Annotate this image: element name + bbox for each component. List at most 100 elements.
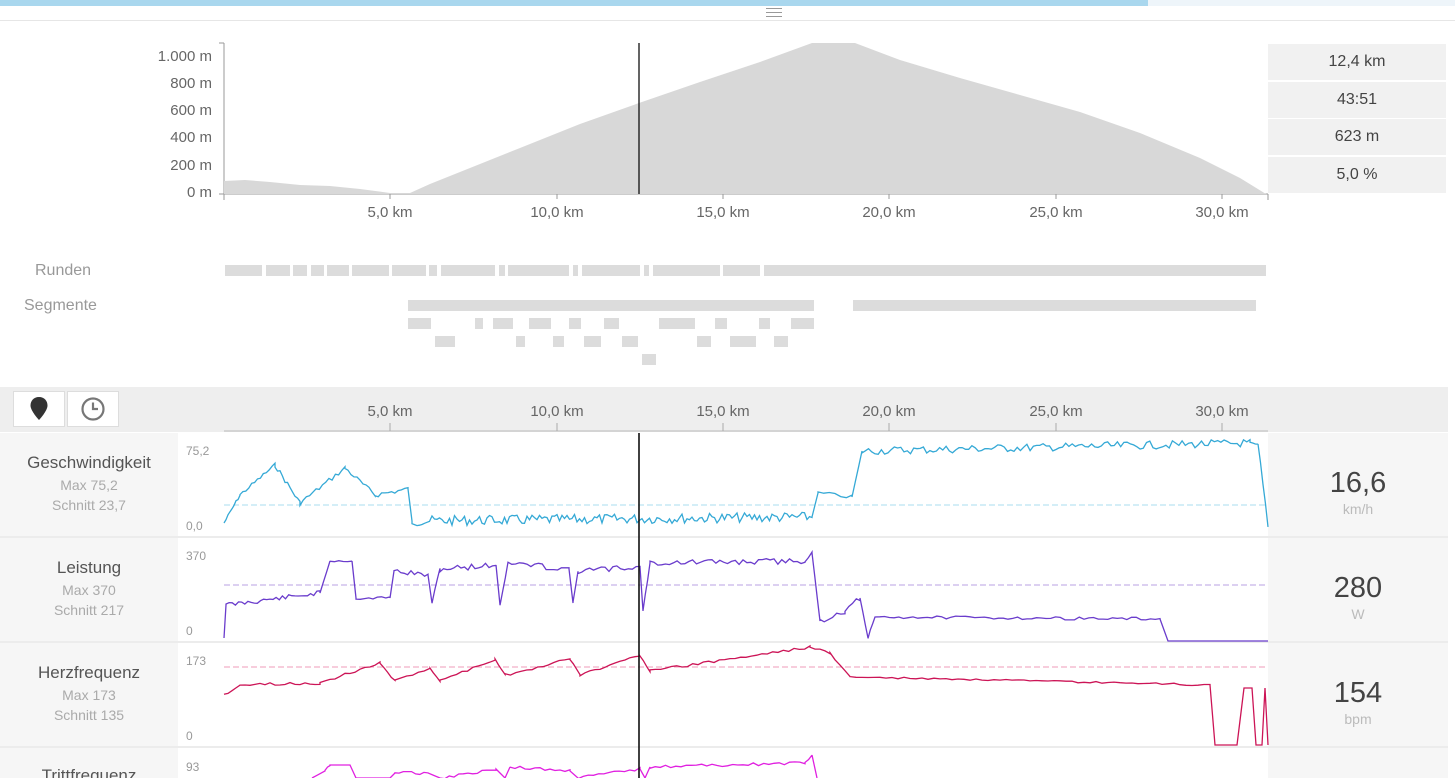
metric-unit: km/h bbox=[1342, 501, 1374, 517]
elevation-x-tick: 30,0 km bbox=[1195, 204, 1249, 221]
segments-bars[interactable] bbox=[408, 300, 1256, 365]
lap-bar bbox=[293, 265, 307, 276]
laps-bars[interactable] bbox=[225, 265, 1266, 276]
top-progress-fill bbox=[0, 0, 1148, 6]
elevation-chart[interactable] bbox=[0, 0, 1455, 380]
metric-max: Max 370 bbox=[62, 582, 116, 598]
metric-cadence-label-panel[interactable]: Trittfrequenz bbox=[0, 748, 178, 778]
segment-bar bbox=[697, 336, 711, 347]
metric-current-value: 16,6 bbox=[1329, 467, 1387, 499]
distance-mode-button[interactable] bbox=[13, 391, 65, 427]
stat-elevation: 623 m bbox=[1268, 119, 1446, 155]
metric-speed-label-panel[interactable]: Geschwindigkeit Max 75,2 Schnitt 23,7 bbox=[0, 433, 178, 536]
lap-bar bbox=[225, 265, 262, 276]
metric-name: Geschwindigkeit bbox=[27, 453, 151, 472]
clock-icon bbox=[81, 397, 105, 421]
lap-bar bbox=[429, 265, 437, 276]
segment-bar bbox=[774, 336, 788, 347]
lap-bar bbox=[392, 265, 426, 276]
row-separator bbox=[0, 641, 1448, 643]
metric-avg: Schnitt 217 bbox=[53, 602, 125, 618]
segments-label: Segmente bbox=[24, 297, 97, 314]
lap-bar bbox=[327, 265, 349, 276]
segment-bar bbox=[408, 318, 431, 329]
metric-axis-min: 0 bbox=[186, 729, 193, 743]
elevation-y-tick: 1.000 m bbox=[157, 48, 212, 65]
chart-toolbar bbox=[0, 387, 1448, 432]
metric-current-value: 280 bbox=[1333, 572, 1383, 604]
metric-axis-max: 173 bbox=[186, 654, 207, 668]
segment-bar bbox=[642, 354, 656, 365]
segment-bar bbox=[553, 336, 564, 347]
metric-unit: bpm bbox=[1344, 711, 1372, 727]
metric-heartrate-label-panel[interactable]: Herzfrequenz Max 173 Schnitt 135 bbox=[0, 643, 178, 746]
laps-segments-track[interactable] bbox=[0, 255, 1455, 370]
elevation-x-tick: 25,0 km bbox=[1029, 204, 1083, 221]
metric-speed-value-panel: 16,6 km/h bbox=[1268, 433, 1448, 536]
elevation-y-tick: 800 m bbox=[170, 75, 212, 92]
metric-name: Leistung bbox=[56, 558, 122, 577]
row-separator bbox=[0, 536, 1448, 538]
elevation-y-tick: 200 m bbox=[170, 157, 212, 174]
segment-bar bbox=[604, 318, 619, 329]
metric-avg: Schnitt 135 bbox=[53, 707, 125, 723]
metric-max: Max 75,2 bbox=[60, 477, 118, 493]
segment-bar bbox=[622, 336, 638, 347]
metric-power-label-panel[interactable]: Leistung Max 370 Schnitt 217 bbox=[0, 538, 178, 641]
metric-unit: W bbox=[1351, 606, 1365, 622]
segment-bar bbox=[529, 318, 551, 329]
row-separator bbox=[0, 746, 1448, 748]
segment-bar bbox=[408, 300, 814, 311]
stat-time: 43:51 bbox=[1268, 81, 1446, 118]
lap-bar bbox=[352, 265, 389, 276]
speed-line bbox=[223, 438, 1269, 528]
top-divider bbox=[0, 20, 1455, 21]
segment-bar bbox=[584, 336, 601, 347]
segment-bar bbox=[516, 336, 525, 347]
axis-x-tick: 20,0 km bbox=[862, 403, 916, 420]
elevation-area bbox=[224, 43, 1266, 194]
cursor-stats-box: 12,4 km 43:51 623 m 5,0 % bbox=[1268, 44, 1446, 194]
segment-bar bbox=[715, 318, 727, 329]
metric-axis-max: 370 bbox=[186, 549, 207, 563]
power-line bbox=[223, 549, 1268, 642]
elevation-y-tick: 600 m bbox=[170, 102, 212, 119]
metric-axis-min: 0,0 bbox=[186, 519, 203, 533]
elevation-x-tick: 15,0 km bbox=[696, 204, 750, 221]
lap-bar bbox=[499, 265, 505, 276]
elevation-x-tick: 5,0 km bbox=[367, 204, 413, 221]
elevation-x-tick: 10,0 km bbox=[530, 204, 584, 221]
lap-bar bbox=[441, 265, 495, 276]
top-progress-bar bbox=[0, 0, 1455, 6]
metric-charts[interactable] bbox=[0, 433, 1455, 778]
metric-cadence-value-panel bbox=[1268, 748, 1448, 778]
segment-bar bbox=[659, 318, 695, 329]
segment-bar bbox=[493, 318, 513, 329]
lap-bar bbox=[508, 265, 569, 276]
metric-heartrate-value-panel: 154 bpm bbox=[1268, 643, 1448, 746]
lap-bar bbox=[653, 265, 720, 276]
metric-axis-max: 93 bbox=[186, 760, 200, 774]
lap-bar bbox=[266, 265, 290, 276]
metric-axis-max: 75,2 bbox=[186, 444, 210, 458]
laps-label: Runden bbox=[35, 262, 92, 279]
map-pin-icon bbox=[30, 397, 48, 420]
metric-axis-min: 0 bbox=[186, 624, 193, 638]
segment-bar bbox=[569, 318, 581, 329]
elevation-y-tick: 0 m bbox=[186, 184, 212, 201]
metric-power-value-panel: 280 W bbox=[1268, 538, 1448, 641]
elevation-y-tick: 400 m bbox=[170, 129, 212, 146]
heartrate-line bbox=[223, 644, 1269, 746]
drag-handle-icon[interactable] bbox=[766, 8, 782, 18]
segment-bar bbox=[853, 300, 1256, 311]
stat-distance: 12,4 km bbox=[1268, 44, 1446, 80]
cadence-line bbox=[311, 754, 818, 778]
axis-x-tick: 25,0 km bbox=[1029, 403, 1083, 420]
distance-axis bbox=[224, 423, 1268, 432]
metric-name: Trittfrequenz bbox=[41, 766, 137, 778]
time-mode-button[interactable] bbox=[67, 391, 119, 427]
metric-avg: Schnitt 23,7 bbox=[52, 497, 126, 513]
metric-current-value: 154 bbox=[1333, 677, 1383, 709]
lap-bar bbox=[311, 265, 324, 276]
segment-bar bbox=[791, 318, 814, 329]
